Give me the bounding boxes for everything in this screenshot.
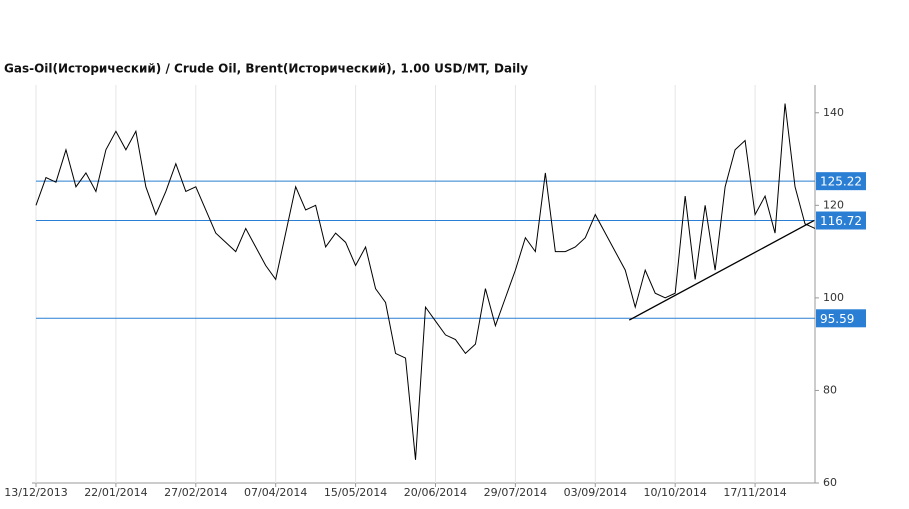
x-tick-label: 10/10/2014 bbox=[643, 486, 706, 499]
x-tick-label: 03/09/2014 bbox=[564, 486, 627, 499]
chart-title: Gas-Oil(Исторический) / Crude Oil, Brent… bbox=[4, 62, 528, 76]
level-badge bbox=[816, 172, 866, 191]
level-badge bbox=[816, 309, 866, 328]
y-tick-label: 120 bbox=[823, 198, 844, 211]
x-tick-label: 29/07/2014 bbox=[484, 486, 547, 499]
trendline bbox=[628, 220, 815, 321]
y-tick-label: 100 bbox=[823, 291, 844, 304]
level-label: 125.22 bbox=[820, 175, 862, 189]
y-tick-label: 60 bbox=[823, 476, 837, 489]
level-badge bbox=[816, 211, 866, 230]
x-tick-label: 17/11/2014 bbox=[723, 486, 786, 499]
level-label: 95.59 bbox=[820, 312, 854, 326]
x-tick-label: 20/06/2014 bbox=[404, 486, 467, 499]
y-tick-label: 80 bbox=[823, 383, 837, 396]
level-label: 116.72 bbox=[820, 214, 862, 228]
y-tick-label: 140 bbox=[823, 106, 844, 119]
price-line bbox=[35, 103, 816, 460]
x-tick-label: 07/04/2014 bbox=[244, 486, 307, 499]
x-tick-label: 13/12/2013 bbox=[4, 486, 67, 499]
x-tick-label: 22/01/2014 bbox=[84, 486, 147, 499]
x-tick-label: 15/05/2014 bbox=[324, 486, 387, 499]
x-tick-label: 27/02/2014 bbox=[164, 486, 227, 499]
